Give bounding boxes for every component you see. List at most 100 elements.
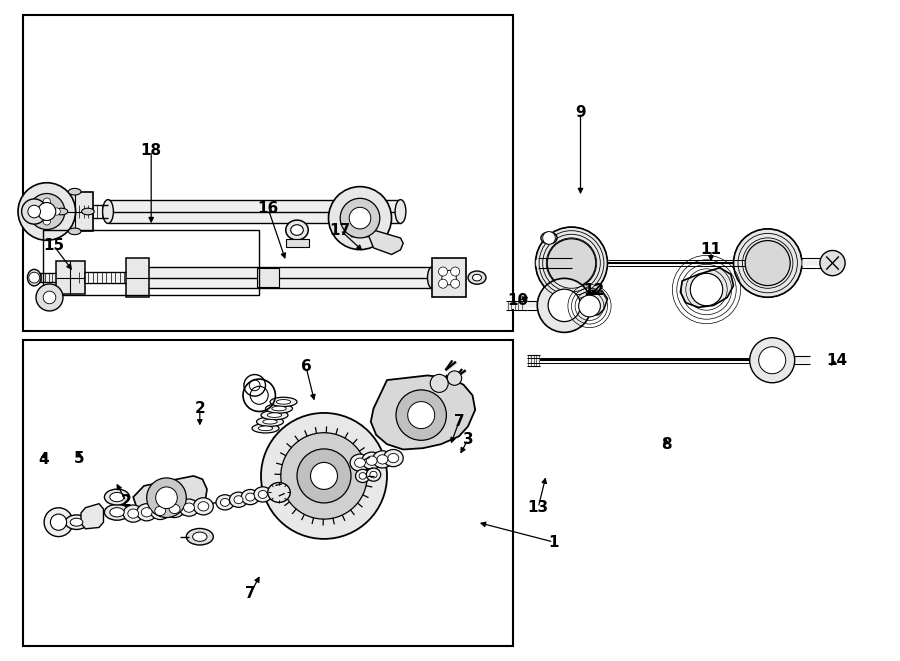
Circle shape bbox=[53, 208, 60, 215]
Ellipse shape bbox=[220, 498, 230, 506]
Circle shape bbox=[29, 272, 40, 283]
Ellipse shape bbox=[186, 529, 213, 545]
Circle shape bbox=[22, 199, 47, 224]
Ellipse shape bbox=[355, 458, 365, 467]
Bar bbox=[43, 230, 259, 295]
Circle shape bbox=[447, 371, 462, 385]
Text: 8: 8 bbox=[661, 437, 671, 451]
Circle shape bbox=[349, 208, 371, 229]
Ellipse shape bbox=[377, 455, 388, 464]
Ellipse shape bbox=[179, 499, 199, 516]
Ellipse shape bbox=[256, 417, 284, 426]
Circle shape bbox=[18, 182, 76, 241]
Circle shape bbox=[396, 390, 446, 440]
Ellipse shape bbox=[68, 188, 81, 195]
Text: 1: 1 bbox=[548, 535, 559, 549]
Circle shape bbox=[745, 241, 790, 286]
Bar bbox=[286, 239, 309, 247]
Circle shape bbox=[36, 284, 63, 311]
Ellipse shape bbox=[263, 419, 277, 424]
Ellipse shape bbox=[270, 397, 297, 407]
Ellipse shape bbox=[169, 504, 180, 514]
Text: 4: 4 bbox=[38, 452, 49, 467]
Text: 2: 2 bbox=[121, 494, 131, 508]
Ellipse shape bbox=[370, 471, 377, 478]
Ellipse shape bbox=[123, 505, 143, 522]
Circle shape bbox=[310, 463, 338, 489]
Ellipse shape bbox=[472, 274, 482, 281]
Bar bbox=[432, 258, 466, 297]
Circle shape bbox=[547, 239, 596, 288]
Ellipse shape bbox=[356, 469, 370, 483]
Ellipse shape bbox=[252, 424, 279, 433]
Circle shape bbox=[820, 251, 845, 276]
Circle shape bbox=[543, 231, 555, 245]
Ellipse shape bbox=[366, 456, 377, 465]
Ellipse shape bbox=[291, 225, 303, 235]
Ellipse shape bbox=[359, 473, 366, 479]
Text: 11: 11 bbox=[700, 243, 722, 257]
Text: 9: 9 bbox=[575, 105, 586, 120]
Bar bbox=[22, 340, 513, 646]
Ellipse shape bbox=[366, 468, 381, 481]
Circle shape bbox=[147, 478, 186, 518]
Text: 12: 12 bbox=[583, 284, 605, 298]
Ellipse shape bbox=[246, 493, 255, 501]
Circle shape bbox=[451, 267, 460, 276]
Circle shape bbox=[750, 338, 795, 383]
Ellipse shape bbox=[266, 404, 292, 413]
Circle shape bbox=[38, 202, 56, 221]
Ellipse shape bbox=[261, 410, 288, 420]
Bar bbox=[108, 200, 400, 223]
Circle shape bbox=[690, 273, 723, 306]
Bar bbox=[57, 192, 93, 231]
Ellipse shape bbox=[230, 492, 248, 508]
Circle shape bbox=[430, 374, 448, 393]
Bar bbox=[22, 15, 513, 330]
Ellipse shape bbox=[350, 454, 370, 471]
Circle shape bbox=[734, 229, 802, 297]
Ellipse shape bbox=[258, 426, 273, 431]
Ellipse shape bbox=[110, 508, 124, 517]
Circle shape bbox=[29, 194, 65, 229]
Ellipse shape bbox=[193, 532, 207, 541]
Circle shape bbox=[261, 413, 387, 539]
Text: 10: 10 bbox=[507, 293, 528, 308]
Ellipse shape bbox=[104, 504, 130, 520]
Ellipse shape bbox=[234, 496, 243, 504]
Circle shape bbox=[156, 487, 177, 508]
Circle shape bbox=[536, 227, 608, 299]
Ellipse shape bbox=[267, 412, 282, 418]
Ellipse shape bbox=[137, 504, 157, 521]
Ellipse shape bbox=[268, 483, 290, 502]
Circle shape bbox=[438, 279, 447, 288]
Circle shape bbox=[548, 289, 580, 322]
Polygon shape bbox=[133, 476, 207, 517]
Text: 16: 16 bbox=[257, 202, 279, 216]
Ellipse shape bbox=[103, 200, 113, 223]
Ellipse shape bbox=[541, 232, 557, 244]
Circle shape bbox=[408, 402, 435, 428]
Ellipse shape bbox=[165, 500, 184, 518]
Text: 13: 13 bbox=[527, 500, 549, 515]
Ellipse shape bbox=[198, 502, 209, 511]
Circle shape bbox=[33, 208, 40, 215]
Ellipse shape bbox=[276, 399, 291, 404]
Text: 18: 18 bbox=[140, 143, 162, 158]
Circle shape bbox=[438, 267, 447, 276]
Ellipse shape bbox=[128, 509, 139, 518]
Text: 17: 17 bbox=[329, 223, 351, 237]
Ellipse shape bbox=[135, 267, 144, 288]
Ellipse shape bbox=[194, 498, 213, 515]
Circle shape bbox=[297, 449, 351, 503]
Text: 15: 15 bbox=[43, 239, 65, 253]
Bar bbox=[256, 268, 279, 287]
Polygon shape bbox=[680, 268, 733, 307]
Ellipse shape bbox=[272, 406, 286, 410]
Text: 5: 5 bbox=[74, 451, 85, 465]
Ellipse shape bbox=[241, 489, 259, 505]
Ellipse shape bbox=[65, 515, 88, 529]
Ellipse shape bbox=[68, 228, 81, 235]
Ellipse shape bbox=[254, 486, 272, 502]
Polygon shape bbox=[576, 291, 608, 316]
